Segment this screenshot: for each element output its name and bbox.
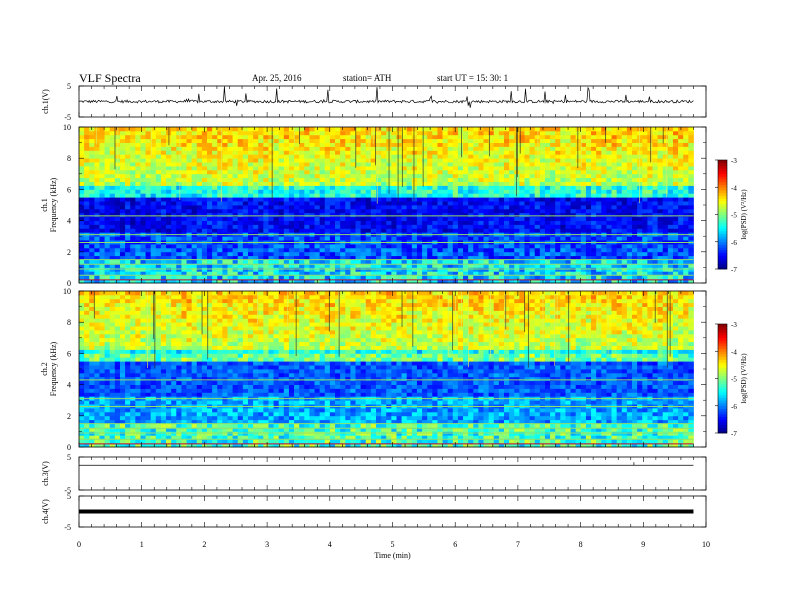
y-axis-label: ch.2 xyxy=(40,362,49,376)
date-label: Apr. 25, 2016 xyxy=(252,73,302,83)
y-tick-label: 2 xyxy=(67,248,71,257)
y-tick-label: 5 xyxy=(67,82,71,91)
y-tick-label: -5 xyxy=(64,486,71,495)
y-axis-label: ch.3(V) xyxy=(41,461,50,486)
x-tick-label: 6 xyxy=(453,540,457,549)
trace-panel-0 xyxy=(78,86,694,108)
axes-panel-4: 5 -5 ch.4(V) 0 1 2 3 4 5 6 7 8 9 10 Time (min) xyxy=(41,492,710,560)
y-tick-label: 2 xyxy=(67,412,71,421)
axes-panel-1: 0 2 4 6 8 10 ch.1 Frequency (kHz) xyxy=(40,123,707,288)
trace-panel-3 xyxy=(79,462,694,466)
x-tick-label: 5 xyxy=(391,540,395,549)
colorbar-ch2: -3 -4 -5 -6 -7 log(PSD) (V²/Hz) xyxy=(715,321,748,438)
spectrogram-ch1 xyxy=(79,127,694,284)
colorbar-tick-label: -4 xyxy=(731,184,737,192)
y-axis-label: ch.1(V) xyxy=(41,89,50,114)
x-tick-label: 0 xyxy=(77,540,81,549)
colorbar-tick-label: -6 xyxy=(731,403,737,411)
x-tick-label: 1 xyxy=(140,540,144,549)
y-tick-label: 10 xyxy=(63,123,71,132)
colorbar-tick-label: -5 xyxy=(731,376,737,384)
colorbar-tick-label: -5 xyxy=(731,212,737,220)
colorbar-tick-label: -7 xyxy=(731,266,737,274)
colorbar-label: log(PSD) (V²/Hz) xyxy=(740,353,748,404)
x-axis-label: Time (min) xyxy=(374,551,411,560)
y-tick-label: 10 xyxy=(63,287,71,296)
y-tick-label: -5 xyxy=(64,113,71,122)
colorbar-ch1: -3 -4 -5 -6 -7 log(PSD) (V²/Hz) xyxy=(715,157,748,274)
y-tick-label: 8 xyxy=(67,154,71,163)
spectrogram-ch2 xyxy=(79,291,694,448)
station-label: station= ATH xyxy=(343,73,392,83)
y-axis-label: ch.4(V) xyxy=(41,499,50,524)
y-axis-label: Frequency (kHz) xyxy=(49,341,58,396)
axes-panel-0: 5 -5 ch.1(V) xyxy=(41,82,707,122)
x-tick-label: 4 xyxy=(328,540,332,549)
ch1-waveform xyxy=(78,86,694,108)
x-tick-label: 3 xyxy=(265,540,269,549)
y-tick-label: 4 xyxy=(67,217,71,226)
y-tick-label: 4 xyxy=(67,381,71,390)
x-tick-label: 10 xyxy=(702,540,710,549)
start-time-label: start UT = 15: 30: 1 xyxy=(437,73,509,83)
colorbar-tick-label: -3 xyxy=(731,157,737,165)
colorbar-label: log(PSD) (V²/Hz) xyxy=(740,189,748,240)
axes-panel-2: 0 2 4 6 8 10 ch.2 Frequency (kHz) xyxy=(40,287,707,452)
y-axis-label: Frequency (kHz) xyxy=(49,177,58,232)
colorbar-tick-label: -3 xyxy=(731,321,737,329)
y-tick-label: 6 xyxy=(67,185,71,194)
x-tick-label: 7 xyxy=(516,540,520,549)
axes-panel-3: 5 -5 ch.3(V) xyxy=(41,453,707,495)
y-tick-label: 5 xyxy=(67,453,71,462)
colorbar-tick-label: -6 xyxy=(731,239,737,247)
colorbar-tick-label: -7 xyxy=(731,430,737,438)
x-tick-label: 9 xyxy=(641,540,645,549)
x-tick-label: 8 xyxy=(579,540,583,549)
y-tick-label: -5 xyxy=(64,523,71,532)
y-tick-label: 8 xyxy=(67,318,71,327)
y-axis-label: ch.1 xyxy=(40,198,49,212)
y-tick-label: 6 xyxy=(67,349,71,358)
y-tick-label: 0 xyxy=(67,279,71,288)
chart-title: VLF Spectra xyxy=(79,71,141,85)
y-tick-label: 5 xyxy=(67,492,71,501)
colorbar-tick-label: -4 xyxy=(731,348,737,356)
y-tick-label: 0 xyxy=(67,443,71,452)
x-tick-label: 2 xyxy=(202,540,206,549)
